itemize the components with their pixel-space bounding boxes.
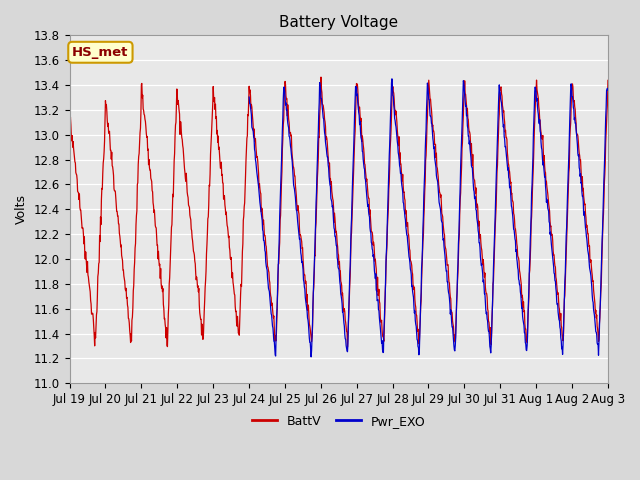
BattV [361, 161, 369, 167]
Text: HS_met: HS_met [72, 46, 129, 59]
Title: Battery Voltage: Battery Voltage [279, 15, 398, 30]
BattV [137, 109, 145, 115]
BattV [344, 344, 351, 350]
BattV [317, 74, 325, 80]
Pwr_EXO [349, 182, 356, 188]
BattV [247, 105, 255, 111]
Pwr_EXO [360, 161, 367, 167]
Pwr_EXO [247, 108, 255, 114]
BattV [349, 176, 357, 181]
Legend: BattV, Pwr_EXO: BattV, Pwr_EXO [246, 410, 431, 433]
BattV [66, 117, 74, 123]
Pwr_EXO [299, 267, 307, 273]
BattV [604, 77, 612, 83]
BattV [156, 276, 164, 281]
Line: Pwr_EXO: Pwr_EXO [249, 79, 608, 357]
BattV [299, 256, 307, 262]
Y-axis label: Volts: Volts [15, 194, 28, 224]
Line: BattV: BattV [70, 77, 608, 347]
Pwr_EXO [604, 87, 612, 93]
